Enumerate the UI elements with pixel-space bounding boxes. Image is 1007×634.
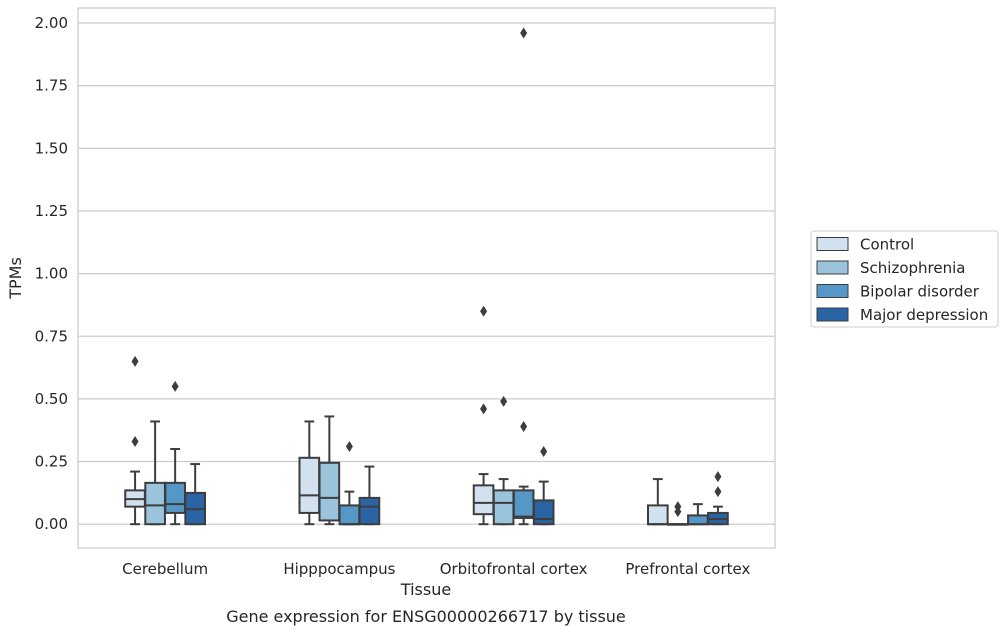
y-tick-label: 0.25 [35,453,68,471]
x-tick-labels: Cerebellum Hipppocampus Orbitofrontal cort… [122,560,750,578]
box [164,481,186,514]
box [492,489,515,526]
outlier-point [714,486,722,498]
y-tick-labels: 0.00 0.25 0.50 0.75 1.00 1.25 1.50 1.75 2.00 [35,14,68,533]
series-schizophrenia [144,395,689,526]
box [646,504,669,526]
outlier-point [171,380,179,392]
series-control [124,305,669,526]
y-axis-label: TPMs [6,257,25,300]
x-tick-label: Orbitofrontal cortex [440,560,588,578]
box [298,456,321,514]
legend-frame [810,230,999,328]
outlier-point [480,403,488,415]
x-tick-label: Cerebellum [122,560,208,578]
x-tick-label: Prefrontal cortex [625,560,750,578]
legend-label: Control [860,236,914,254]
x-axis-label: Tissue [400,580,451,599]
outlier-point [520,420,528,432]
box [318,461,341,522]
box [358,496,381,526]
plot-area [78,8,775,548]
legend-label: Major depression [860,306,988,324]
outlier-point [520,27,528,39]
y-tick-label: 0.50 [35,390,68,408]
outlier-point [714,471,722,483]
legend-label: Schizophrenia [860,259,965,277]
plot-frame [77,7,776,549]
legend-swatch [816,284,849,298]
series-major-depression [184,446,729,526]
chart-caption: Gene expression for ENSG00000266717 by t… [226,607,626,626]
box [532,499,555,526]
legend: Control Schizophrenia Bipolar disorder Majo… [810,230,999,328]
outlier-point [480,305,488,317]
y-tick-label: 2.00 [35,14,68,32]
box [144,481,166,526]
outlier-point [674,501,682,513]
box [687,514,709,526]
legend-items: Control Schizophrenia Bipolar disorder Majo… [816,236,988,324]
x-tick-label: Hipppocampus [283,560,395,578]
y-tick-label: 1.00 [35,265,68,283]
outlier-point [131,355,139,367]
legend-swatch [816,237,849,251]
box [472,484,495,516]
y-tick-label: 1.50 [35,139,68,157]
outlier-point [131,436,139,448]
y-tick-label: 0.75 [35,327,68,345]
legend-swatch [816,260,849,275]
legend-swatch [816,307,849,322]
grid-lines [78,22,775,525]
box [512,489,535,519]
legend-label: Bipolar disorder [860,283,980,301]
box [338,504,361,526]
box-series [124,27,729,526]
outlier-point [345,441,353,453]
y-tick-label: 0.00 [35,515,68,533]
y-tick-label: 1.25 [35,202,68,220]
outlier-point [540,446,548,458]
y-tick-label: 1.75 [35,77,68,95]
outlier-point [500,395,508,407]
